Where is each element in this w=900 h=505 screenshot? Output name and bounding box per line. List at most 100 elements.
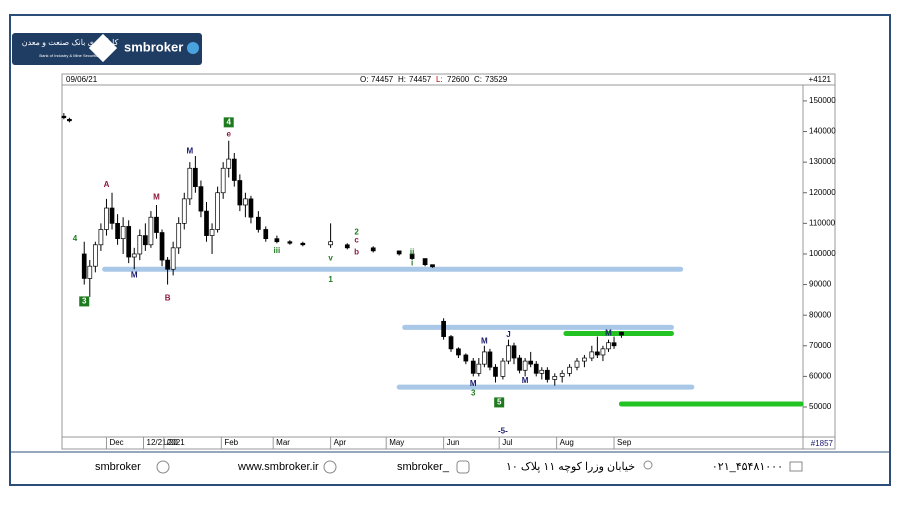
wave-label: B — [165, 293, 171, 302]
candle-body — [422, 258, 428, 266]
candle-body — [409, 253, 415, 259]
candle-body — [456, 348, 461, 356]
wave-box — [494, 397, 505, 408]
candle-body — [344, 244, 350, 249]
wave-label: M — [605, 329, 612, 338]
candle-body — [511, 345, 517, 359]
candle-body — [126, 226, 132, 258]
y-tick-label: 50000 — [809, 402, 832, 411]
candle-body — [231, 158, 237, 181]
wave-label: 4 — [73, 234, 78, 243]
web-icon — [323, 460, 337, 474]
candle-body — [476, 363, 482, 374]
candle-body — [463, 354, 469, 362]
candle-body — [606, 342, 611, 350]
wave-label: iii — [274, 246, 281, 255]
candle-body — [193, 167, 198, 187]
footer-phone: ۰۲۱_۴۵۴۸۱۰۰۰ — [712, 461, 783, 473]
instagram-icon — [456, 460, 470, 474]
candle-body — [120, 226, 126, 240]
candle-body — [209, 229, 215, 236]
candle-body — [396, 250, 402, 255]
candle-body — [243, 198, 248, 206]
counter: #1857 — [811, 439, 834, 448]
x-tick-label: 12/21/20 — [147, 438, 179, 447]
ohlc-value: 72600 — [447, 75, 470, 84]
wave-label: M — [186, 147, 193, 156]
wave-label: M — [153, 192, 160, 201]
candle-body — [441, 320, 446, 337]
y-tick-label: 80000 — [809, 310, 832, 319]
candle-body — [137, 235, 143, 255]
footer-instagram[interactable]: smbroker_ — [397, 461, 450, 473]
telegram-icon — [187, 42, 199, 54]
candle-body — [204, 210, 209, 236]
candle-body — [61, 115, 67, 119]
candle-body — [506, 345, 511, 362]
candle-body — [300, 242, 306, 246]
ohlc-label: O: — [360, 75, 368, 84]
wave-label: M — [522, 376, 529, 385]
wave-label: A — [104, 180, 110, 189]
candle-body — [595, 351, 600, 356]
y-tick-label: 70000 — [809, 341, 832, 350]
y-tick-label: 100000 — [809, 249, 836, 258]
candle-body — [482, 351, 487, 365]
candle-body — [67, 118, 72, 122]
candle-body — [274, 238, 280, 243]
candle-body — [181, 198, 187, 224]
y-tick-label: 60000 — [809, 372, 832, 381]
candle-body — [539, 369, 545, 374]
candle-body — [165, 259, 170, 270]
wave-label: b — [354, 248, 359, 257]
x-tick-label: Aug — [560, 438, 574, 447]
wave-label: M — [131, 270, 138, 279]
candle-body — [159, 232, 165, 261]
x-tick-label: May — [389, 438, 404, 447]
telegram-icon — [156, 460, 170, 474]
wave-label: i — [411, 258, 413, 267]
wave-label: 5 — [497, 398, 502, 407]
phone-icon — [789, 461, 803, 472]
candle-body — [237, 180, 243, 206]
logo-brand: smbroker — [124, 39, 183, 54]
candle-body — [370, 247, 376, 252]
change: +4121 — [809, 75, 832, 84]
candle-body — [256, 216, 261, 230]
candle-body — [220, 167, 226, 194]
candle-body — [487, 351, 493, 368]
candle-body — [448, 336, 454, 350]
candle-body — [533, 363, 539, 374]
footer-website[interactable]: www.smbroker.ir — [237, 461, 319, 473]
candle-body — [131, 253, 137, 258]
candle-body — [154, 216, 159, 233]
ohlc-label: L: — [436, 75, 443, 84]
wave-label: 2 — [354, 228, 359, 237]
x-tick-label: Mar — [276, 438, 290, 447]
y-tick-label: 150000 — [809, 96, 836, 105]
y-tick-label: 120000 — [809, 188, 836, 197]
candle-body — [115, 223, 120, 240]
candle-body — [470, 360, 476, 374]
footer-brand[interactable]: smbroker — [95, 461, 141, 473]
candle-body — [198, 186, 204, 212]
wave-label: J — [506, 330, 510, 339]
candle-body — [430, 264, 435, 268]
y-tick-label: 90000 — [809, 280, 832, 289]
candle-body — [619, 331, 624, 336]
ohlc-value: 74457 — [371, 75, 394, 84]
x-tick-label: 2021 — [167, 438, 185, 447]
outer-frame — [9, 14, 891, 486]
candle-body — [582, 357, 587, 362]
logo-fa: کارگزاری بانک صنعت و معدن — [22, 37, 119, 47]
candle-body — [522, 360, 528, 371]
candle-body — [287, 241, 293, 244]
candle-body — [567, 366, 572, 374]
candle-body — [176, 223, 182, 249]
candle-body — [87, 265, 93, 279]
wave-box — [79, 296, 90, 307]
logo-en: Bank of Industry & Mine Securities — [39, 53, 100, 58]
x-tick-label: Jul — [502, 438, 512, 447]
candle-body — [98, 229, 104, 246]
footer-address: خیابان وزرا کوچه ۱۱ پلاک ۱۰ — [506, 461, 635, 473]
